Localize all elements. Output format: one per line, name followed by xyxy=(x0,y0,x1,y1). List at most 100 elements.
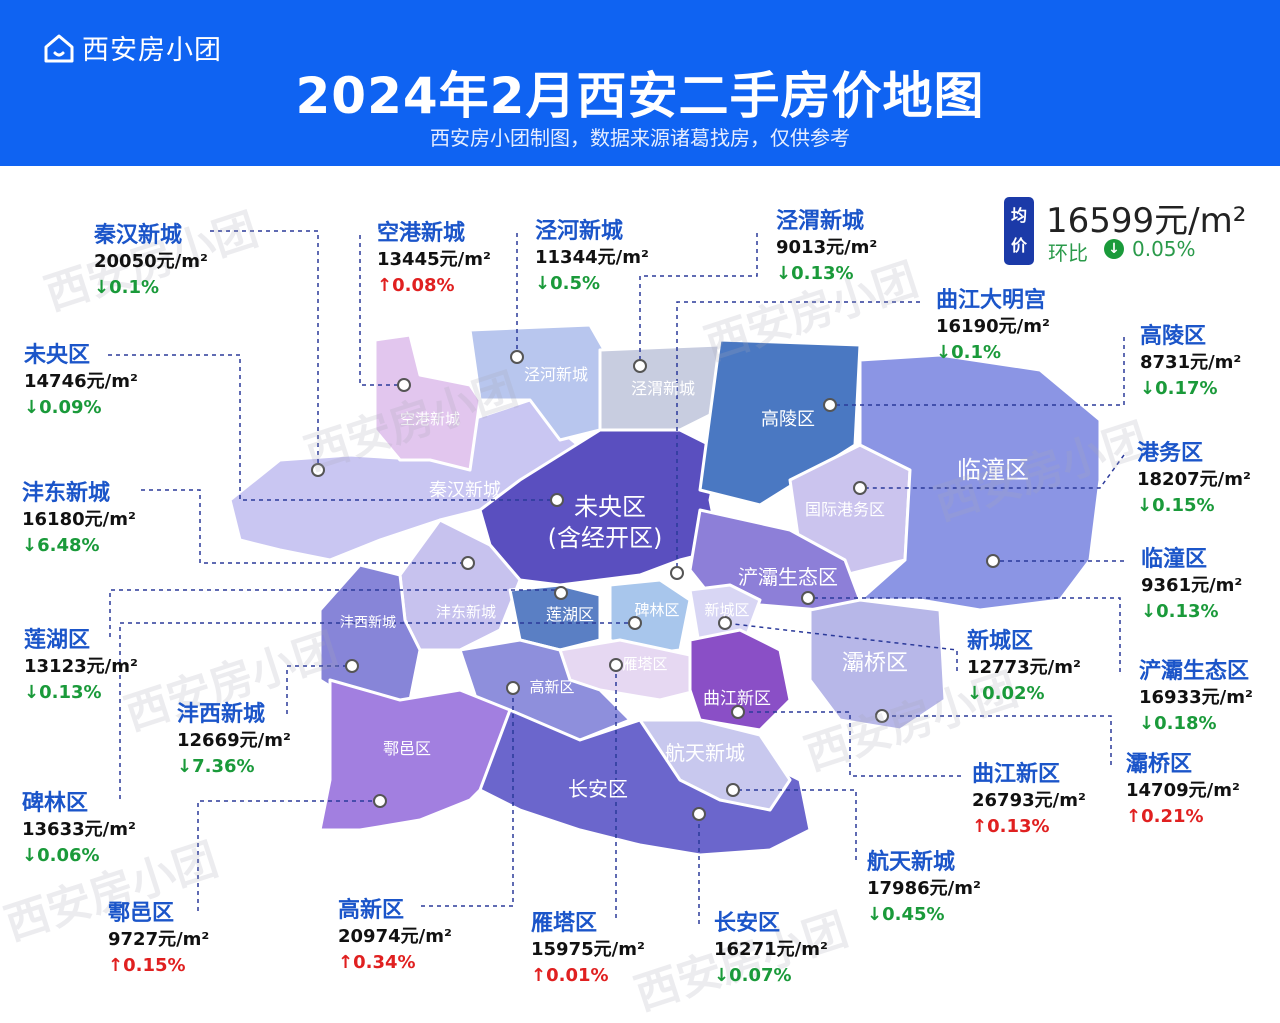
callout-gaoxin: 高新区 20974元/m² ↑0.34% xyxy=(338,897,452,976)
callout-change: ↓0.15% xyxy=(1137,495,1215,516)
region-lintong xyxy=(858,353,1102,612)
callout-price: 16271元/m² xyxy=(714,939,828,960)
callout-name: 碑林区 xyxy=(22,791,89,816)
map-label-lianhu: 莲湖区 xyxy=(546,605,594,624)
callout-change: ↑0.08% xyxy=(377,275,455,296)
map-label-konggang: 空港新城 xyxy=(400,410,460,428)
callout-name: 灞桥区 xyxy=(1126,752,1193,777)
callout-jinghe: 泾河新城 11344元/m² ↓0.5% xyxy=(535,218,649,297)
callout-change: ↓0.5% xyxy=(535,273,601,294)
callout-price: 12669元/m² xyxy=(177,730,291,751)
brand-name: 西安房小团 xyxy=(82,35,222,66)
brand-logo: 西安房小团 xyxy=(42,28,222,67)
map-label-weiyang: 未央区 xyxy=(574,493,646,521)
map-label-xincheng: 新城区 xyxy=(704,601,749,619)
callout-change: ↓0.1% xyxy=(94,277,160,298)
callout-qujiang: 曲江新区 26793元/m² ↑0.13% xyxy=(972,761,1086,840)
callout-price: 9361元/m² xyxy=(1141,575,1243,596)
callout-change: ↑0.21% xyxy=(1126,806,1204,827)
map-label-weiyang-sub: (含经开区) xyxy=(548,524,663,552)
map-label-jinghe: 泾河新城 xyxy=(524,365,588,384)
region-jinghe xyxy=(468,323,612,442)
map-area: 未央区 (含经开区) 空港新城 泾河新城 泾渭新城 高陵区 临潼区 国际港务区 … xyxy=(0,166,1280,1023)
callout-price: 15975元/m² xyxy=(531,939,645,960)
region-konggang xyxy=(373,333,482,472)
callout-change: ↓0.17% xyxy=(1140,378,1218,399)
callout-name: 浐灞生态区 xyxy=(1139,659,1250,684)
map-label-baqiao: 灞桥区 xyxy=(842,651,908,676)
callout-price: 8731元/m² xyxy=(1140,352,1242,373)
callout-price: 13123元/m² xyxy=(24,656,138,677)
callout-change: ↓0.13% xyxy=(24,682,102,703)
callout-lintong: 临潼区 9361元/m² ↓0.13% xyxy=(1141,546,1242,625)
callout-price: 18207元/m² xyxy=(1137,469,1251,490)
map-label-jingwei: 泾渭新城 xyxy=(631,379,695,398)
map-label-guoji: 国际港务区 xyxy=(805,500,885,519)
callout-weiyang: 未央区 14746元/m² ↓0.09% xyxy=(24,342,138,421)
down-arrow-icon: ↓ xyxy=(1104,239,1124,259)
callout-price: 12773元/m² xyxy=(967,657,1081,678)
callout-change: ↓0.1% xyxy=(936,342,1002,363)
callout-price: 9013元/m² xyxy=(776,237,878,258)
callout-name: 港务区 xyxy=(1137,441,1204,466)
callout-price: 26793元/m² xyxy=(972,790,1086,811)
callout-change: ↑0.01% xyxy=(531,965,609,986)
callout-qinhan: 秦汉新城 20050元/m² ↓0.1% xyxy=(94,222,208,301)
map-label-huyi: 鄠邑区 xyxy=(383,739,431,758)
callout-chanba: 浐灞生态区 16933元/m² ↓0.18% xyxy=(1139,658,1253,737)
region-baqiao xyxy=(808,598,947,732)
map-label-qinhan: 秦汉新城 xyxy=(429,480,501,501)
callout-name: 沣东新城 xyxy=(22,481,111,506)
callout-beilin: 碑林区 13633元/m² ↓0.06% xyxy=(22,790,136,869)
map-label-fengxi: 沣西新城 xyxy=(340,615,396,631)
page-title: 2024年2月西安二手房价地图 xyxy=(295,67,985,125)
callout-change: ↓0.45% xyxy=(867,904,945,925)
region-qujiang xyxy=(688,628,792,732)
callout-gangwu: 港务区 18207元/m² ↓0.15% xyxy=(1137,440,1251,519)
callout-price: 16190元/m² xyxy=(936,316,1050,337)
callout-name: 泾河新城 xyxy=(535,219,624,244)
callout-name: 曲江大明宫 xyxy=(936,288,1047,313)
callout-price: 20974元/m² xyxy=(338,926,452,947)
callout-price: 11344元/m² xyxy=(535,247,649,268)
callout-price: 9727元/m² xyxy=(108,929,210,950)
callout-gaoling: 高陵区 8731元/m² ↓0.17% xyxy=(1140,323,1241,402)
map-label-lintong: 临潼区 xyxy=(957,456,1029,484)
map-label-yanta: 雁塔区 xyxy=(622,655,667,673)
callout-change: ↑0.15% xyxy=(108,955,186,976)
average-price-box: 均价 16599元/m² 环比 ↓ 0.05% xyxy=(1004,195,1274,267)
map-label-gaoling: 高陵区 xyxy=(761,409,815,430)
anchor-dots xyxy=(311,350,1000,821)
callout-yanta: 雁塔区 15975元/m² ↑0.01% xyxy=(531,910,645,989)
header-banner: 西安房小团 2024年2月西安二手房价地图 西安房小团制图，数据来源诸葛找房，仅… xyxy=(0,0,1280,166)
average-tag: 均价 xyxy=(1004,197,1034,265)
callout-fengdong: 沣东新城 16180元/m² ↓6.48% xyxy=(22,480,136,559)
callout-name: 航天新城 xyxy=(867,850,956,875)
callout-name: 新城区 xyxy=(967,629,1034,654)
map-label-fengdong: 沣东新城 xyxy=(436,603,496,621)
page-subtitle: 西安房小团制图，数据来源诸葛找房，仅供参考 xyxy=(430,126,850,150)
callout-price: 20050元/m² xyxy=(94,251,208,272)
callout-qujiang-daminggong: 曲江大明宫 16190元/m² ↓0.1% xyxy=(936,287,1050,366)
callout-name: 曲江新区 xyxy=(972,762,1061,787)
callout-xincheng: 新城区 12773元/m² ↓0.02% xyxy=(967,628,1081,707)
callout-name: 莲湖区 xyxy=(24,628,91,653)
callout-change: ↓0.07% xyxy=(714,965,792,986)
leader-lines xyxy=(108,230,1125,924)
callout-change: ↓0.13% xyxy=(1141,601,1219,622)
map-label-beilin: 碑林区 xyxy=(634,601,679,619)
callout-change: ↓0.02% xyxy=(967,683,1045,704)
callout-name: 雁塔区 xyxy=(531,911,598,936)
callout-baqiao: 灞桥区 14709元/m² ↑0.21% xyxy=(1126,751,1240,830)
callout-konggang: 空港新城 13445元/m² ↑0.08% xyxy=(377,220,491,299)
callout-price: 13633元/m² xyxy=(22,819,136,840)
average-change-value: 0.05% xyxy=(1132,237,1196,261)
map-label-qujiang: 曲江新区 xyxy=(703,689,771,709)
map-label-changan: 长安区 xyxy=(568,777,628,801)
callout-jingwei: 泾渭新城 9013元/m² ↓0.13% xyxy=(776,208,877,287)
callout-name: 临潼区 xyxy=(1141,547,1208,572)
callout-change: ↓0.06% xyxy=(22,845,100,866)
callout-name: 鄠邑区 xyxy=(108,901,175,926)
callout-changan: 长安区 16271元/m² ↓0.07% xyxy=(714,910,828,989)
district-map: 未央区 (含经开区) 空港新城 泾河新城 泾渭新城 高陵区 临潼区 国际港务区 … xyxy=(108,230,1125,924)
